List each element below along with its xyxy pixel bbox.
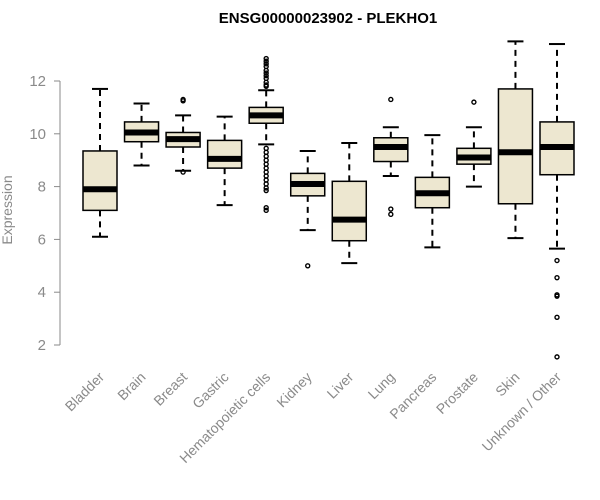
outlier-point xyxy=(263,61,269,67)
outlier-point xyxy=(388,96,394,103)
outlier-point xyxy=(263,73,269,79)
box-skin xyxy=(497,40,534,240)
outlier-point xyxy=(554,354,560,360)
outlier-point xyxy=(263,185,269,191)
outlier-point xyxy=(263,70,269,76)
x-tick-label: Unknown / Other xyxy=(479,369,565,455)
box-brain xyxy=(123,102,160,167)
box-iqr xyxy=(82,150,118,212)
y-tick-label: 10 xyxy=(29,126,46,143)
x-tick-label: Lung xyxy=(365,369,398,402)
y-tick-label: 12 xyxy=(29,73,46,90)
outlier-point xyxy=(471,99,477,105)
outlier-point xyxy=(180,98,186,104)
outlier-point xyxy=(263,58,269,64)
box-gastric xyxy=(206,115,243,207)
x-tick-label: Kidney xyxy=(273,369,315,411)
outlier-point xyxy=(263,67,269,74)
box-iqr xyxy=(206,139,243,169)
box-bladder xyxy=(82,87,118,238)
y-axis: 2 4 6 8 10 12 xyxy=(29,73,61,354)
outlier-point xyxy=(305,263,311,269)
y-axis-label: Expression xyxy=(0,175,15,244)
outlier-point xyxy=(388,211,394,218)
y-tick-label: 4 xyxy=(38,284,46,301)
outlier-point xyxy=(263,207,269,214)
box-breast xyxy=(165,96,201,175)
outlier-point xyxy=(180,169,186,175)
outlier-point xyxy=(554,293,560,299)
box-liver xyxy=(331,142,368,265)
x-tick-label: Skin xyxy=(492,369,523,400)
outlier-point xyxy=(554,274,560,281)
box-pancreas xyxy=(414,134,451,249)
box-iqr xyxy=(497,88,534,205)
outlier-point xyxy=(263,55,269,62)
x-tick-label: Brain xyxy=(114,369,148,403)
outlier-point xyxy=(554,314,560,320)
x-tick-label: Liver xyxy=(324,369,357,402)
box-hematopoietic-cells xyxy=(248,55,284,214)
x-tick-label: Bladder xyxy=(62,369,108,415)
outlier-point xyxy=(263,187,269,194)
y-tick-label: 2 xyxy=(38,337,46,354)
box-series xyxy=(82,40,575,360)
outlier-point xyxy=(263,205,269,211)
outlier-point xyxy=(554,257,560,264)
x-tick-label: Breast xyxy=(150,369,190,409)
outlier-point xyxy=(263,83,269,89)
outlier-point xyxy=(388,206,394,212)
box-kidney xyxy=(289,149,326,269)
box-lung xyxy=(373,96,409,218)
box-prostate xyxy=(456,99,492,188)
x-tick-label: Prostate xyxy=(433,369,481,417)
y-tick-label: 6 xyxy=(38,231,46,248)
box-iqr xyxy=(331,180,368,242)
chart-title: ENSG00000023902 - PLEKHO1 xyxy=(219,10,437,27)
y-tick-label: 8 xyxy=(38,179,46,196)
box-unknown-other xyxy=(539,43,575,360)
